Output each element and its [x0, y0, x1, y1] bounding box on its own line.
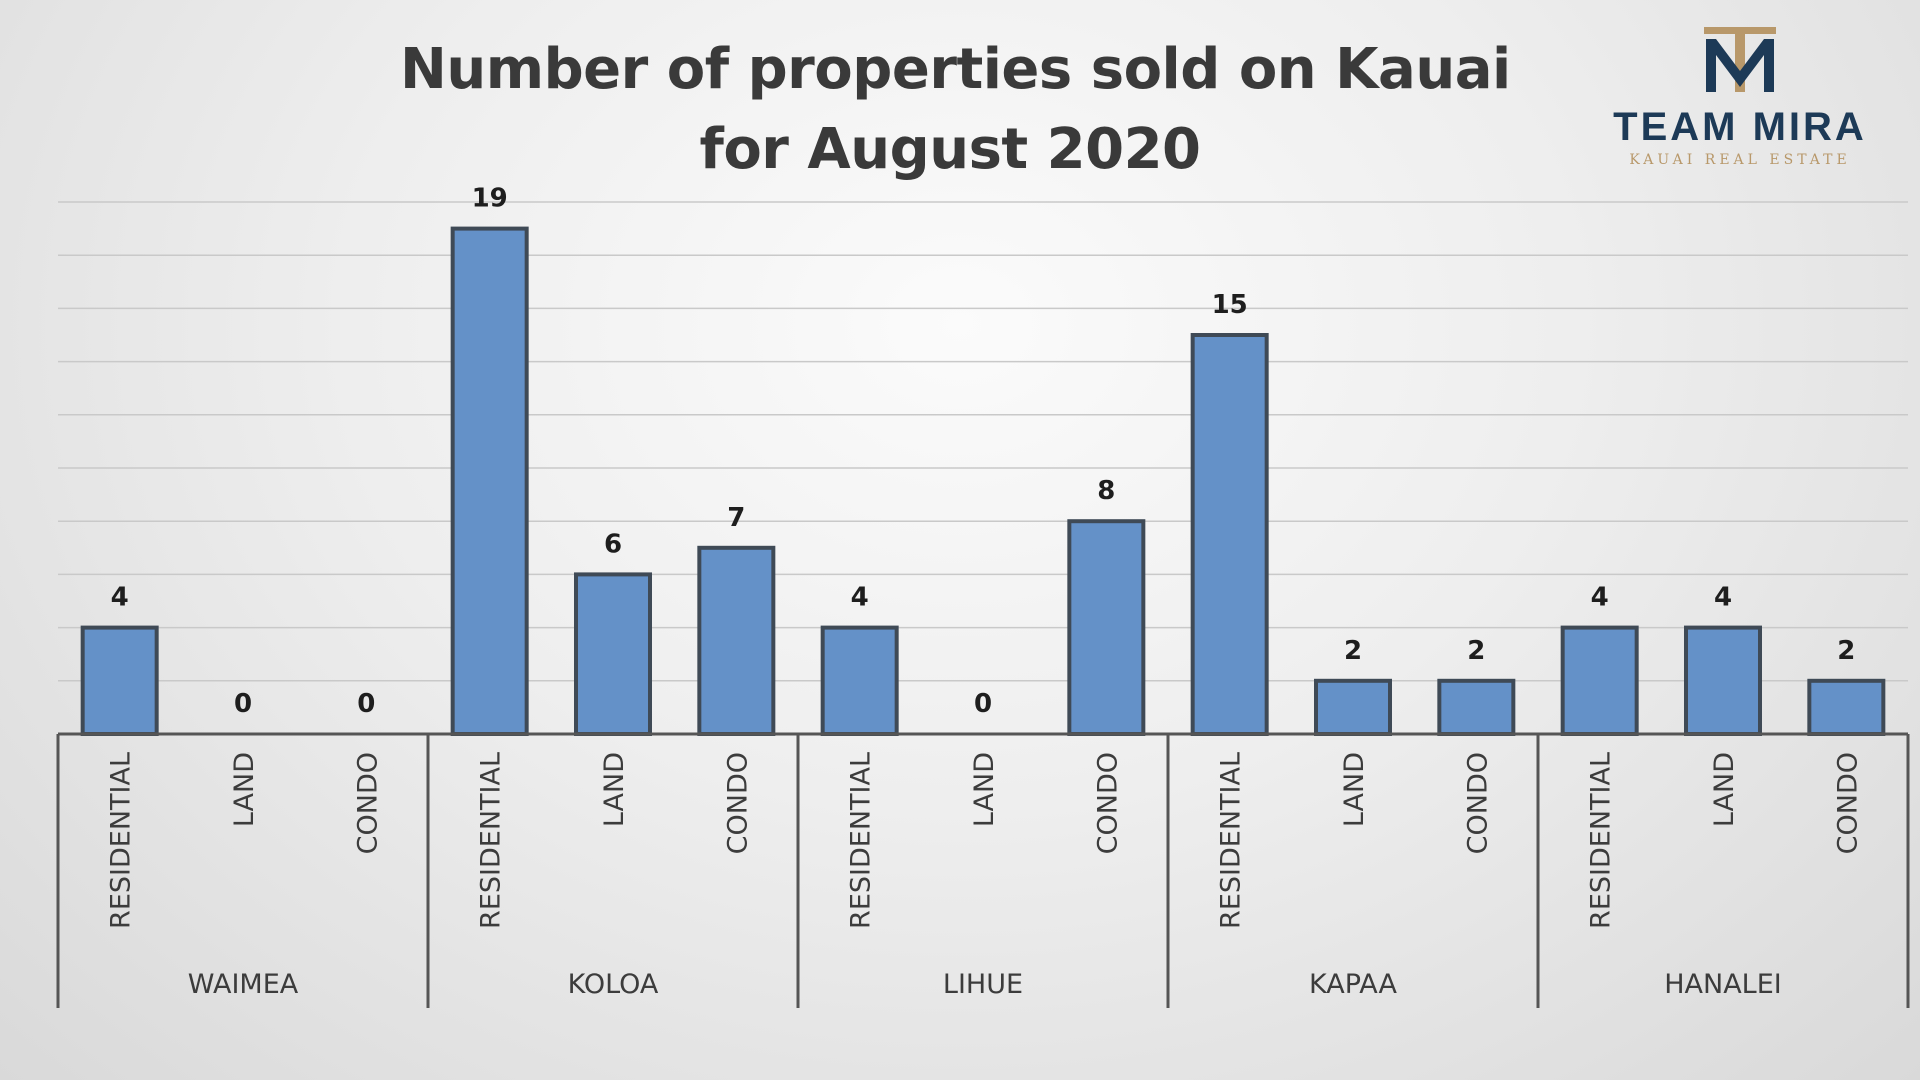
- group-label: HANALEI: [1664, 969, 1782, 1000]
- data-label: 6: [604, 529, 622, 559]
- data-label: 8: [1097, 476, 1115, 506]
- data-label: 19: [472, 184, 508, 214]
- bar: [1190, 333, 1269, 736]
- chart-title: Number of properties sold on Kauai for A…: [400, 30, 1511, 190]
- data-label: 7: [727, 503, 745, 533]
- category-label: CONDO: [1092, 752, 1123, 854]
- data-label: 2: [1344, 636, 1362, 666]
- data-label: 4: [851, 583, 869, 613]
- category-label: CONDO: [1462, 752, 1493, 854]
- group-label: LIHUE: [943, 969, 1023, 1000]
- bar: [80, 625, 159, 736]
- data-label: 4: [1591, 583, 1609, 613]
- bar: [1807, 678, 1886, 736]
- data-label: 0: [234, 689, 252, 719]
- team-mira-logo: TEAM MIRA KAUAI REAL ESTATE: [1590, 25, 1890, 200]
- category-label: CONDO: [722, 752, 753, 854]
- bar: [697, 545, 776, 736]
- category-label: RESIDENTIAL: [1216, 752, 1247, 929]
- bar: [450, 226, 529, 736]
- data-label: 2: [1837, 636, 1855, 666]
- category-label: RESIDENTIAL: [476, 752, 507, 929]
- category-label: LAND: [1339, 752, 1370, 827]
- category-label: LAND: [599, 752, 630, 827]
- bar: [820, 625, 899, 736]
- logo-name: TEAM MIRA: [1613, 105, 1867, 149]
- category-label: RESIDENTIAL: [846, 752, 877, 929]
- data-label: 4: [1714, 583, 1732, 613]
- data-label: 15: [1212, 290, 1248, 320]
- bar: [1067, 519, 1146, 737]
- data-label: 0: [357, 689, 375, 719]
- group-label: WAIMEA: [188, 969, 299, 1000]
- logo-tagline: KAUAI REAL ESTATE: [1629, 152, 1851, 168]
- chart-title-line-1: Number of properties sold on Kauai: [400, 37, 1511, 102]
- category-label: RESIDENTIAL: [1586, 752, 1617, 929]
- bar: [1684, 625, 1762, 736]
- category-label: CONDO: [352, 752, 383, 854]
- category-label: RESIDENTIAL: [106, 752, 137, 929]
- bar: [1560, 625, 1639, 736]
- category-label: LAND: [1709, 752, 1740, 827]
- category-label: LAND: [229, 752, 260, 827]
- bar: [574, 572, 652, 737]
- data-label: 2: [1467, 636, 1485, 666]
- bar: [1437, 678, 1516, 736]
- group-label: KOLOA: [568, 969, 659, 1000]
- tm-monogram-icon: [1704, 27, 1776, 92]
- group-label: KAPAA: [1309, 969, 1397, 1000]
- category-label: LAND: [969, 752, 1000, 827]
- category-label: CONDO: [1832, 752, 1863, 854]
- data-label: 0: [974, 689, 992, 719]
- chart-title-line-2: for August 2020: [699, 117, 1201, 182]
- bar: [1314, 678, 1392, 736]
- data-label: 4: [111, 583, 129, 613]
